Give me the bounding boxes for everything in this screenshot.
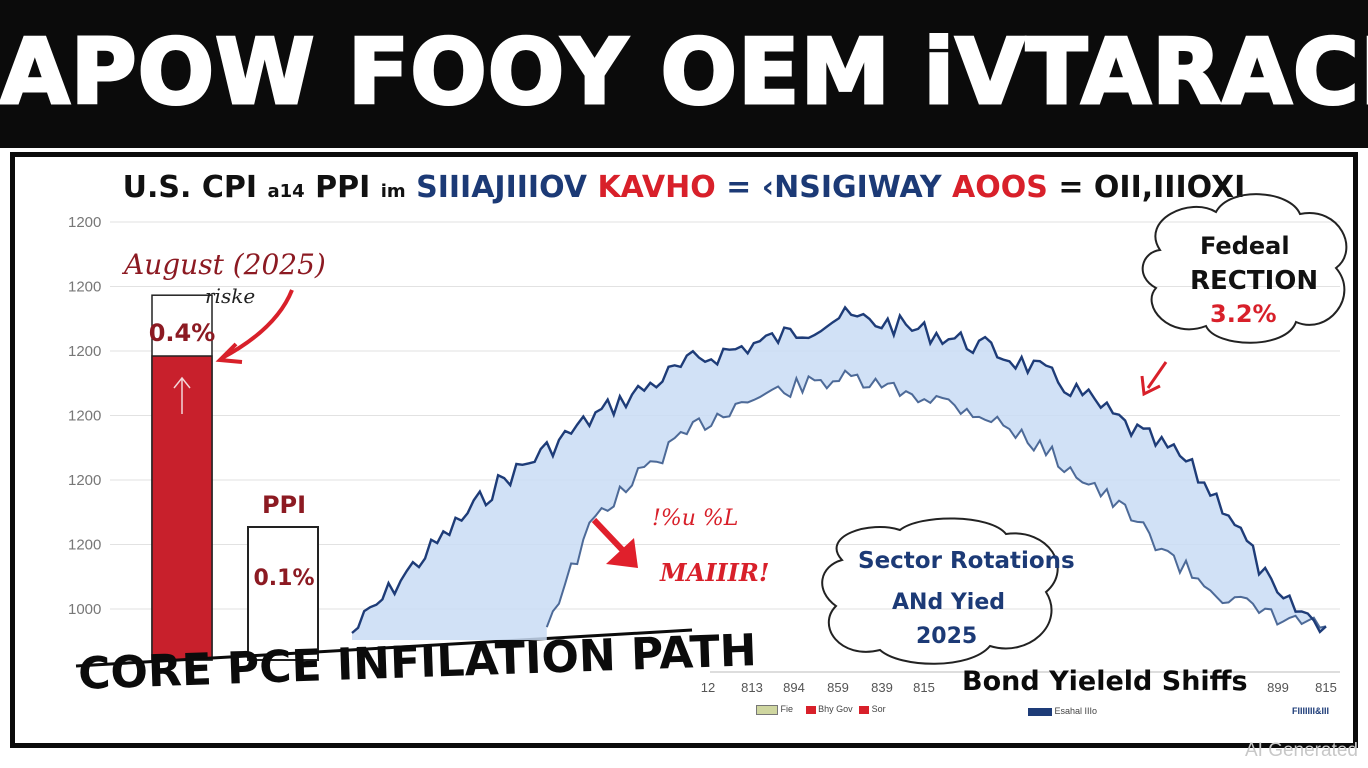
- subtitle-part: a14: [267, 181, 305, 202]
- bar-label-ppi: 0.1%: [253, 566, 314, 591]
- x-tick-label: 12: [701, 680, 715, 695]
- x-tick-label: 813: [741, 680, 763, 695]
- august-annotation: August (2025): [124, 248, 326, 281]
- thought-cloud-icon: [821, 517, 1059, 665]
- bars-baseline: [75, 628, 693, 668]
- arrow-icon: [221, 289, 294, 360]
- y-tick-label: 1200: [68, 537, 101, 554]
- legend-swatch: [805, 705, 816, 714]
- legend-lines: Esahal IIIo: [1028, 706, 1097, 716]
- y-tick-label: 1200: [68, 472, 101, 489]
- exclaim-line2: MAIIIR!: [660, 558, 770, 587]
- legend-swatch: [1028, 707, 1052, 716]
- arrow-icon: [1146, 361, 1168, 389]
- y-tick-label: 1200: [68, 214, 101, 231]
- legend-text: Fie: [780, 704, 794, 714]
- chart-subtitle: U.S. CPI a14 PPI im SIIIAJIIIOV KAVHO = …: [0, 168, 1368, 212]
- legend-text: Esahal IIIo: [1054, 706, 1098, 716]
- arrow-head-icon: [1140, 375, 1161, 397]
- x-tick-label: 815: [1315, 680, 1337, 695]
- arrow-head-icon: [215, 342, 243, 364]
- x-tick-label: 894: [783, 680, 805, 695]
- subtitle-part: im: [380, 181, 406, 202]
- subtitle-part: = ‹NSIGIWAY: [726, 170, 942, 205]
- up-arrow-icon: [173, 376, 191, 414]
- legend-right: FIIIIIII&III: [1292, 706, 1330, 716]
- legend-swatch: [756, 704, 778, 715]
- federal-value: 3.2%: [1210, 300, 1277, 328]
- exclaim-line1: !%u %L: [652, 506, 739, 531]
- headline: APOW FOOY OEM iVTARACE: [0, 19, 1368, 127]
- x-tick-label: 839: [871, 680, 893, 695]
- subtitle-part: = OII,IIIOXI: [1058, 170, 1246, 205]
- legend-swatch: [859, 705, 870, 714]
- sector-line2: ANd Yied: [892, 590, 1005, 615]
- title-banner: [0, 0, 1368, 148]
- ai-generated-watermark: AI Generated: [1244, 740, 1358, 761]
- sector-line1: Sector Rotations: [858, 548, 1075, 574]
- legend-bars: Fie Bhy Gov Sor: [756, 704, 886, 715]
- line-group-label: Bond Yieleld Shiffs: [962, 666, 1248, 697]
- line-band-area: [352, 307, 1326, 640]
- y-tick-label: 1200: [68, 343, 101, 360]
- y-tick-label: 1200: [68, 279, 101, 296]
- arrow-head-icon: [606, 538, 638, 568]
- subtitle-part: U.S. CPI: [122, 170, 258, 205]
- legend-text: Bhy Gov: [818, 704, 853, 714]
- bar-label-cpi: 0.4%: [149, 319, 216, 347]
- x-tick-label: 815: [913, 680, 935, 695]
- legend-text: Sor: [871, 704, 886, 714]
- subtitle-part: AOOS: [952, 170, 1048, 205]
- august-subnote: riske: [205, 284, 256, 308]
- thought-cloud-icon: [1141, 193, 1348, 344]
- y-tick-label: 1000: [68, 601, 101, 618]
- subtitle-part: SIIIAJIIIOV: [416, 170, 587, 205]
- y-tick-label: 1200: [68, 408, 101, 425]
- line-series-upper: [351, 305, 1327, 634]
- x-tick-label: 899: [1267, 680, 1289, 695]
- federal-line1: Fedeal: [1200, 232, 1290, 260]
- subtitle-part: KAVHO: [597, 170, 716, 205]
- subtitle-part: PPI: [315, 170, 371, 205]
- sector-line3: 2025: [916, 624, 978, 649]
- federal-line2: RECTION: [1190, 266, 1319, 296]
- bar-series-label: PPI: [262, 491, 306, 519]
- line-series-lower: [545, 369, 1327, 629]
- bar-ppi: [247, 526, 319, 661]
- x-tick-label: 859: [827, 680, 849, 695]
